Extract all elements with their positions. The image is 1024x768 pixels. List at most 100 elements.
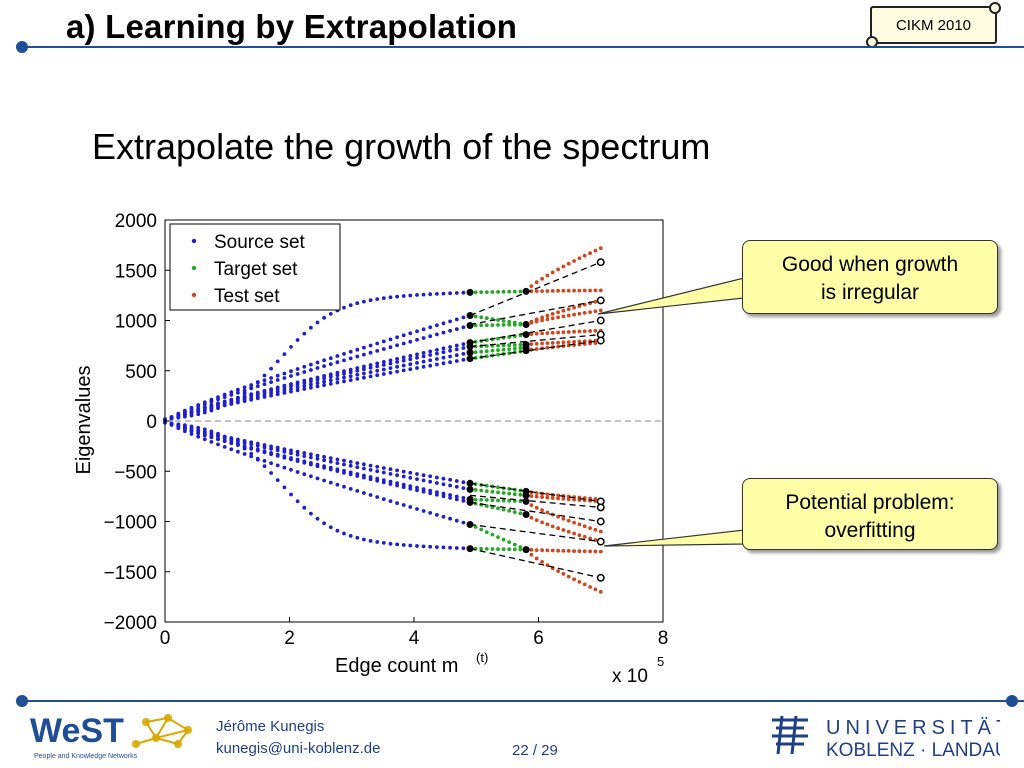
source-point (249, 446, 254, 451)
target-point (496, 290, 500, 294)
test-point (534, 280, 539, 285)
source-point (282, 388, 287, 393)
source-end-marker (466, 479, 474, 487)
source-point (461, 346, 466, 350)
target-point (490, 348, 495, 353)
source-point (441, 476, 446, 481)
conference-badge: CIKM 2010 (866, 2, 1001, 48)
test-point (582, 329, 587, 334)
legend-label: Test set (214, 286, 280, 307)
test-point (572, 329, 576, 334)
source-point (401, 333, 406, 338)
test-point (540, 520, 544, 525)
source-point (368, 365, 373, 370)
target-point (518, 492, 523, 497)
source-point (222, 434, 227, 439)
test-point (534, 548, 539, 552)
source-point (342, 462, 346, 467)
source-point (335, 354, 340, 358)
source-point (275, 448, 280, 453)
source-point (335, 380, 340, 385)
author-email[interactable]: kunegis@uni-koblenz.de (216, 740, 381, 757)
test-point (561, 516, 566, 521)
test-point (550, 496, 555, 500)
source-point (408, 475, 413, 480)
source-end-marker (466, 311, 474, 319)
source-point (242, 399, 247, 403)
source-point (362, 475, 366, 480)
target-point (501, 347, 506, 352)
target-point (479, 323, 484, 328)
test-point (529, 552, 534, 557)
target-point (501, 547, 506, 552)
test-point (577, 533, 582, 538)
test-point (556, 344, 560, 349)
source-point (381, 480, 386, 485)
test-point (572, 497, 576, 502)
test-point (529, 515, 534, 520)
source-point (262, 464, 267, 468)
target-point (512, 547, 517, 552)
source-point (229, 447, 234, 452)
source-point (348, 370, 353, 375)
source-point (388, 499, 393, 503)
target-point (501, 323, 506, 327)
source-point (236, 449, 240, 454)
source-point (362, 491, 366, 495)
target-point (512, 542, 517, 547)
source-point (222, 445, 227, 449)
source-point (176, 426, 181, 431)
test-point (561, 548, 566, 553)
source-point (448, 348, 452, 353)
test-point (577, 256, 582, 261)
test-point (582, 339, 587, 344)
source-point (415, 485, 419, 490)
extrapolation-end-marker (596, 296, 605, 305)
source-point (441, 491, 446, 496)
extrapolation-line (469, 261, 601, 317)
target-point (496, 352, 500, 357)
source-point (348, 356, 353, 361)
target-point (507, 319, 512, 324)
source-point (295, 338, 300, 342)
x-tick-label: 0 (160, 628, 171, 649)
source-point (355, 474, 360, 478)
source-point (229, 393, 234, 397)
source-point (315, 464, 320, 469)
target-point (490, 323, 495, 327)
test-point (582, 311, 587, 315)
source-point (255, 380, 260, 385)
target-end-marker (522, 546, 530, 554)
target-point (473, 314, 478, 319)
target-point (496, 490, 500, 495)
source-point (255, 444, 260, 448)
source-point (388, 472, 393, 476)
source-point (368, 468, 373, 472)
source-point (302, 454, 307, 458)
source-point (289, 384, 293, 388)
source-point (309, 362, 313, 367)
source-point (282, 376, 287, 380)
source-point (415, 477, 419, 481)
source-point (242, 452, 247, 456)
source-point (236, 439, 240, 444)
target-end-marker (522, 347, 530, 355)
source-point (362, 537, 366, 542)
test-point (588, 310, 592, 314)
source-point (355, 461, 360, 465)
test-point (534, 518, 539, 523)
source-point (255, 448, 260, 453)
target-point (507, 491, 512, 496)
west-logo-text: WeST (30, 712, 124, 750)
source-point (302, 370, 307, 374)
source-point (328, 525, 333, 530)
source-point (315, 457, 320, 461)
x-axis-label-superscript: (t) (476, 650, 488, 665)
author-name: Jérôme Kunegis (216, 718, 325, 735)
source-point (282, 465, 287, 470)
source-point (335, 461, 340, 465)
extrapolation-end-marker (596, 316, 605, 325)
source-point (262, 395, 267, 399)
source-point (216, 431, 220, 436)
source-point (461, 486, 466, 490)
